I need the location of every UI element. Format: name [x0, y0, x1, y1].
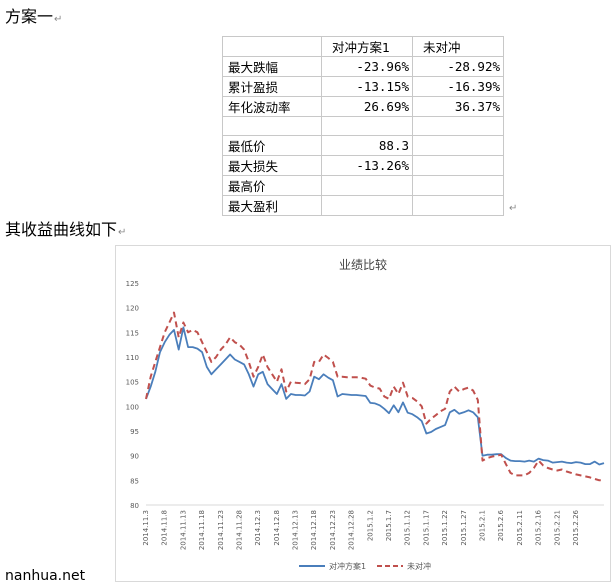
y-tick-label: 85	[130, 477, 139, 485]
column-header: 对冲方案1	[321, 36, 413, 57]
hedged-value	[321, 195, 413, 216]
unhedged-value	[412, 116, 504, 136]
y-axis: 80 85 90 95 100 105 110 115 120 125	[126, 280, 139, 510]
table-row: 累计盈损 -13.15% -16.39%	[222, 76, 504, 97]
table-row	[222, 116, 504, 136]
y-tick-label: 125	[126, 280, 139, 288]
y-tick-label: 80	[130, 502, 139, 510]
paragraph-mark-icon: ↵	[54, 14, 63, 25]
table-row: 最高价	[222, 175, 504, 196]
hedged-value	[321, 116, 413, 136]
row-label: 最大盈利	[222, 195, 322, 216]
x-tick-label: 2014.11.13	[179, 510, 187, 550]
chart-title: 业绩比较	[339, 257, 387, 272]
x-tick-label: 2014.12.28	[348, 510, 356, 550]
row-label: 年化波动率	[222, 96, 322, 117]
hedged-value: 26.69%	[321, 96, 413, 117]
series-line-1	[145, 326, 605, 466]
unhedged-value: 36.37%	[412, 96, 504, 117]
x-tick-label: 2014.11.8	[161, 510, 169, 546]
row-label: 最大跌幅	[222, 56, 322, 77]
table-header-row: 对冲方案1 未对冲	[222, 36, 504, 57]
x-tick-label: 2015.2.1	[478, 510, 486, 541]
x-tick-label: 2015.2.26	[572, 509, 580, 545]
row-label: 最低价	[222, 135, 322, 156]
x-tick-label: 2014.11.3	[142, 510, 150, 546]
row-label: 最大损失	[222, 155, 322, 176]
column-header	[222, 36, 322, 57]
hedged-value: -13.15%	[321, 76, 413, 97]
y-tick-label: 100	[126, 403, 139, 411]
x-tick-label: 2015.2.6	[497, 509, 505, 541]
row-label	[222, 116, 322, 136]
unhedged-value	[412, 155, 504, 176]
paragraph-mark-icon: ↵	[118, 227, 127, 238]
hedged-value	[321, 175, 413, 196]
x-tick-label: 2015.1.12	[404, 510, 412, 546]
x-tick-label: 2015.1.7	[385, 510, 393, 541]
row-label: 累计盈损	[222, 76, 322, 97]
y-tick-label: 105	[126, 379, 139, 387]
legend-label: 未对冲	[407, 561, 431, 571]
y-tick-label: 90	[130, 453, 139, 461]
y-tick-label: 115	[126, 329, 139, 337]
paragraph-mark-icon: ↵	[509, 203, 518, 214]
x-tick-label: 2015.1.27	[460, 510, 468, 546]
x-axis: 2014.11.3 2014.11.8 2014.11.13 2014.11.18 20…	[142, 504, 604, 550]
unhedged-value: -16.39%	[412, 76, 504, 97]
x-tick-label: 2015.2.16	[535, 509, 543, 545]
table-row: 最大盈利	[222, 195, 504, 216]
x-tick-label: 2014.11.18	[198, 510, 206, 550]
table-row: 最低价 88.3	[222, 135, 504, 156]
unhedged-value	[412, 195, 504, 216]
table-row: 最大跌幅 -23.96% -28.92%	[222, 56, 504, 77]
unhedged-value	[412, 175, 504, 196]
x-tick-label: 2014.11.28	[235, 510, 243, 550]
hedged-value: -13.26%	[321, 155, 413, 176]
hedged-value: -23.96%	[321, 56, 413, 77]
hedged-value: 88.3	[321, 135, 413, 156]
table-row: 年化波动率 26.69% 36.37%	[222, 96, 504, 117]
plan-title: 方案一↵	[5, 7, 63, 26]
unhedged-value	[412, 135, 504, 156]
chart-legend: 对冲方案1 未对冲	[299, 561, 431, 571]
x-tick-label: 2015.1.22	[441, 510, 449, 546]
x-tick-label: 2015.2.11	[516, 510, 524, 546]
chart-canvas: 业绩比较 80 85 90 95 100 105 110 115 120 125 2014.11.…	[126, 257, 605, 571]
metrics-table: 对冲方案1 未对冲 最大跌幅 -23.96% -28.92% 累计盈损 -13.15%…	[222, 36, 504, 216]
x-tick-label: 2014.12.3	[254, 510, 262, 546]
x-tick-label: 2015.1.2	[366, 510, 374, 541]
x-tick-label: 2014.12.18	[310, 510, 318, 550]
x-tick-label: 2015.1.17	[422, 510, 430, 546]
curve-intro: 其收益曲线如下↵	[5, 220, 127, 239]
chart-lines	[145, 311, 605, 482]
row-label: 最高价	[222, 175, 322, 196]
y-tick-label: 120	[126, 305, 139, 313]
column-header: 未对冲	[412, 36, 504, 57]
unhedged-value: -28.92%	[412, 56, 504, 77]
y-tick-label: 110	[126, 354, 139, 362]
x-tick-label: 2014.11.23	[217, 510, 225, 550]
y-tick-label: 95	[130, 428, 139, 436]
x-tick-label: 2015.2.21	[553, 510, 561, 546]
x-tick-label: 2014.12.13	[292, 510, 300, 550]
table-row: 最大损失 -13.26%	[222, 155, 504, 176]
performance-chart: 业绩比较 80 85 90 95 100 105 110 115 120 125 2014.11.…	[115, 245, 611, 582]
legend-label: 对冲方案1	[329, 561, 366, 571]
x-tick-label: 2014.12.23	[329, 510, 337, 550]
x-tick-label: 2014.12.8	[273, 510, 281, 546]
watermark: nanhua.net	[5, 568, 86, 584]
series-line-2	[145, 311, 604, 482]
